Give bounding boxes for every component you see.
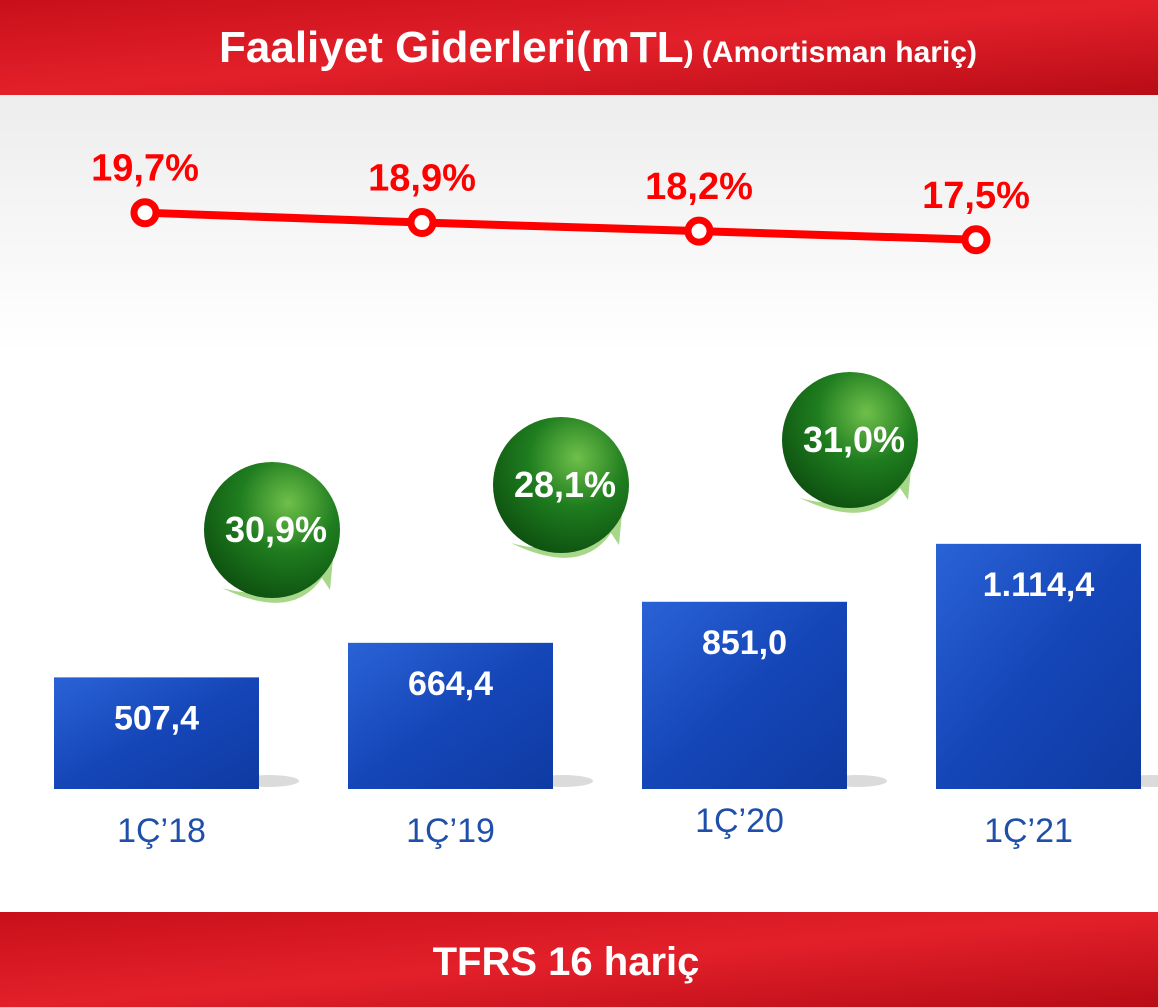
line-value-label: 18,9% [368,158,476,200]
line-value-label: 18,2% [645,166,753,208]
line-value-label: 19,7% [91,148,199,190]
x-tick-label: 1Ç’18 [117,812,206,850]
title-suffix: ) (Amortisman hariç) [684,36,977,69]
bar-value-label: 664,4 [408,665,493,703]
infographic: Faaliyet Giderleri(mTL) (Amortisman hari… [0,0,1158,1007]
line-point [411,212,433,234]
growth-label: 31,0% [803,419,905,460]
bar-value-label: 1.114,4 [983,566,1095,604]
line-point [688,220,710,242]
footer-text: TFRS 16 hariç [433,940,700,984]
line-point [965,229,987,251]
x-tick-label: 1Ç’21 [984,812,1073,850]
x-tick-label: 1Ç’20 [695,802,784,840]
x-tick-label: 1Ç’19 [406,812,495,850]
growth-label: 30,9% [225,509,327,550]
line-value-label: 17,5% [922,175,1030,217]
bar-value-label: 851,0 [702,624,787,662]
growth-label: 28,1% [514,464,616,505]
bar-value-label: 507,4 [114,699,199,737]
title-main: Faaliyet Giderleri(mTL [219,23,684,72]
line-point [134,202,156,224]
